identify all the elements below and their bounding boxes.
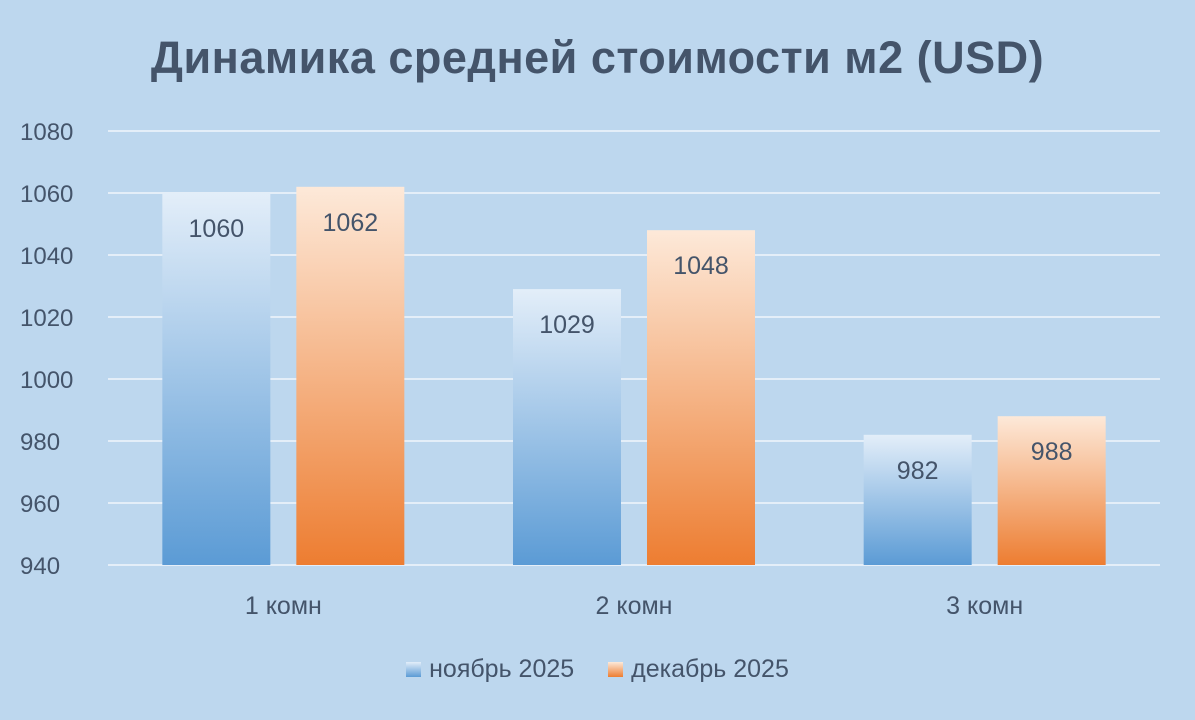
y-tick-label: 1080 [20, 119, 73, 146]
y-tick-label: 960 [20, 491, 60, 518]
bar [997, 416, 1106, 565]
y-tick-label: 1000 [20, 367, 73, 394]
legend-swatch-november [406, 662, 422, 677]
data-label: 982 [897, 457, 939, 485]
x-tick-label: 3 комн [946, 592, 1023, 620]
y-tick-label: 980 [20, 429, 60, 456]
bar [513, 289, 621, 565]
y-tick-label: 1040 [20, 243, 73, 270]
bar [296, 186, 405, 566]
x-tick-label: 2 комн [596, 592, 673, 620]
data-label: 988 [1031, 438, 1073, 466]
data-label: 1060 [189, 215, 245, 243]
legend-swatch-december [608, 662, 624, 677]
legend-label-december: декабрь 2025 [631, 655, 789, 683]
bar [863, 434, 972, 565]
data-label: 1048 [673, 252, 729, 280]
x-tick-label: 1 комн [245, 592, 322, 620]
legend-item-december: декабрь 2025 [608, 655, 789, 684]
y-tick-label: 1060 [20, 181, 73, 208]
data-label: 1062 [323, 209, 379, 237]
legend-label-november: ноябрь 2025 [429, 655, 575, 683]
y-tick-label: 940 [20, 553, 60, 580]
bar [162, 193, 271, 565]
y-tick-label: 1020 [20, 305, 73, 332]
data-label: 1029 [539, 311, 595, 339]
chart-title: Динамика средней стоимости м2 (USD) [150, 32, 1045, 83]
legend: ноябрь 2025 декабрь 2025 [0, 655, 1195, 684]
legend-item-november: ноябрь 2025 [406, 655, 574, 684]
bar [647, 230, 755, 565]
